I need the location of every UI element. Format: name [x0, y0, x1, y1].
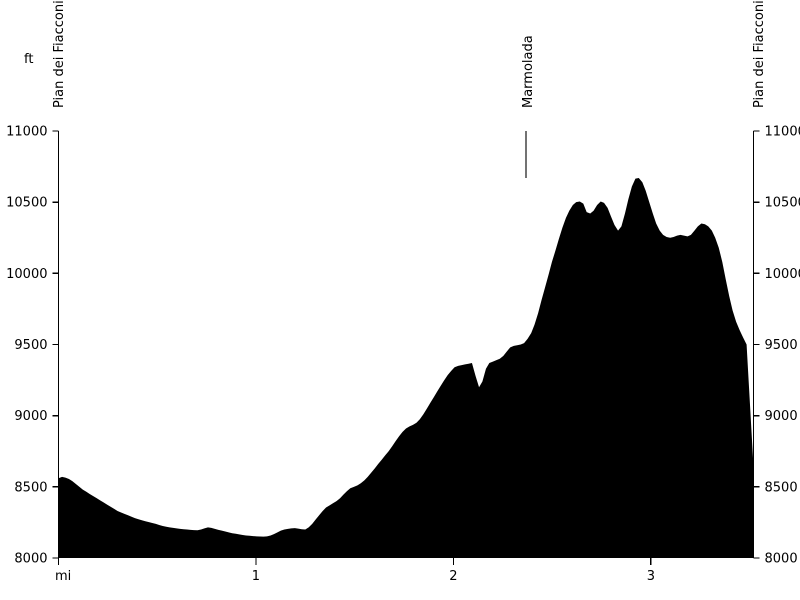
x-axis-ticks: 1 2 3 — [57, 558, 655, 584]
y-tick-label: 9500 — [14, 338, 47, 353]
y-tick-label: 8500 — [14, 480, 47, 495]
y-axis-ticks-right: 8000 8500 9000 9500 10000 10500 11000 — [753, 125, 800, 567]
y-tick-label: 9000 — [765, 409, 798, 424]
y-tick-label: 10000 — [765, 267, 800, 282]
y-axis-ticks-left: 8000 8500 9000 9500 10000 10500 11000 — [6, 125, 59, 567]
right-endpoint-label: Pian dei Fiacconi — [752, 0, 767, 108]
x-axis-unit-label: mi — [55, 569, 71, 584]
y-tick-label: 8000 — [14, 552, 47, 567]
y-tick-label: 10500 — [6, 196, 47, 211]
y-tick-label: 10500 — [765, 196, 800, 211]
summit-annotation-label: Marmolada — [521, 35, 536, 108]
y-tick-label: 11000 — [6, 125, 47, 140]
x-tick-label: 3 — [647, 569, 655, 584]
y-tick-label: 8500 — [765, 480, 798, 495]
y-tick-label: 8000 — [765, 552, 798, 567]
y-tick-label: 9000 — [14, 409, 47, 424]
x-tick-label: 1 — [252, 569, 260, 584]
x-tick-label: 2 — [449, 569, 457, 584]
left-endpoint-label: Pian dei Fiacconi — [52, 0, 67, 108]
y-tick-label: 11000 — [765, 125, 800, 140]
y-tick-label: 9500 — [765, 338, 798, 353]
y-tick-label: 10000 — [6, 267, 47, 282]
elevation-area-path — [58, 177, 754, 558]
y-axis-unit-label: ft — [24, 52, 33, 67]
